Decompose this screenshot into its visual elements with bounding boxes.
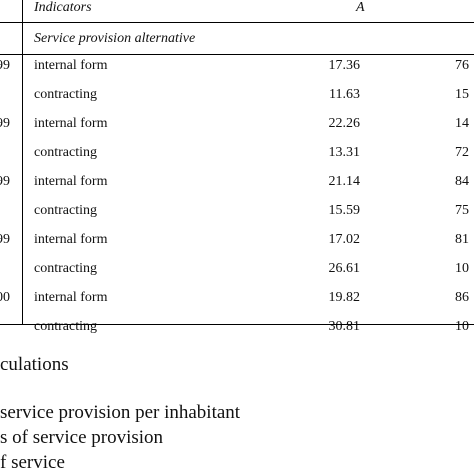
row-value-a: 13.31	[328, 145, 361, 160]
row-value-b: 81	[455, 232, 469, 247]
row-value-a: 15.59	[328, 203, 361, 218]
row-value-b: 15	[455, 87, 469, 102]
row-year: 00	[0, 290, 10, 305]
row-alternative: contracting	[34, 145, 97, 160]
row-value-a: 21.14	[328, 174, 361, 189]
row-value-a: 19.82	[328, 290, 361, 305]
footnote-source: culations	[0, 354, 69, 375]
row-value-b: 86	[455, 290, 469, 305]
row-value-b: 10	[455, 261, 469, 276]
row-value-b: 84	[455, 174, 469, 189]
row-value-a: 30.81	[328, 319, 361, 334]
table-bottom-rule	[0, 324, 474, 325]
row-value-b: 75	[455, 203, 469, 218]
row-alternative: contracting	[34, 87, 97, 102]
row-year: 99	[0, 58, 10, 73]
row-value-a: 26.61	[328, 261, 361, 276]
footnote-line-2: s of service provision	[0, 427, 164, 448]
row-year: 99	[0, 174, 10, 189]
row-value-b: 14	[455, 116, 469, 131]
row-year: 99	[0, 232, 10, 247]
indicators-header: Indicators	[34, 0, 92, 15]
row-value-a: 22.26	[328, 116, 361, 131]
row-alternative: internal form	[34, 58, 108, 73]
row-alternative: contracting	[34, 319, 97, 334]
column-a-header: A	[356, 0, 365, 15]
subheader-label: Service provision alternative	[34, 31, 196, 46]
row-value-b: 72	[455, 145, 469, 160]
row-alternative: contracting	[34, 261, 97, 276]
row-alternative: internal form	[34, 290, 108, 305]
row-alternative: contracting	[34, 203, 97, 218]
column-divider	[22, 0, 23, 324]
footnote-line-1: service provision per inhabitant	[0, 402, 241, 423]
row-value-a: 17.02	[328, 232, 361, 247]
row-value-a: 17.36	[328, 58, 361, 73]
row-alternative: internal form	[34, 232, 108, 247]
row-year: 99	[0, 116, 10, 131]
header-rule	[0, 22, 474, 23]
row-alternative: internal form	[34, 116, 108, 131]
row-value-b: 76	[455, 58, 469, 73]
row-value-a: 11.63	[329, 87, 360, 102]
subheader-rule	[0, 54, 474, 55]
footnote-line-3: f service	[0, 452, 65, 473]
row-value-b: 10	[455, 319, 469, 334]
row-alternative: internal form	[34, 174, 108, 189]
